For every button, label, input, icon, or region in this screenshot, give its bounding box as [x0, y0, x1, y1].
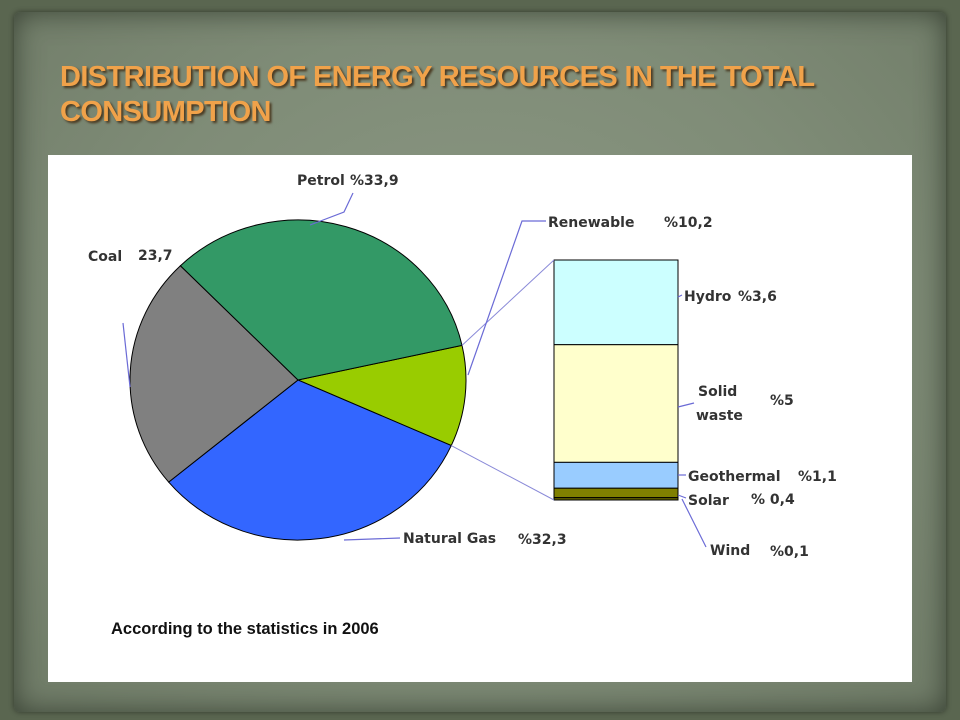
leader-line-solid-waste [677, 402, 695, 408]
label-solid-waste: Solid waste [696, 384, 743, 424]
connector-line-top [461, 259, 555, 346]
bar-segment-geothermal [553, 461, 679, 489]
connector-line-bottom [451, 445, 555, 501]
pie-slice-petrol [179, 219, 463, 381]
value-label-wind: %0,1 [770, 544, 809, 560]
pie-slice-coal [129, 265, 299, 483]
value-label-solar: % 0,4 [751, 492, 795, 508]
leader-line-renewable [467, 220, 546, 376]
value-label-coal: 23,7 [138, 248, 173, 264]
label-solar: Solar [688, 493, 729, 509]
bar-segment-solid-waste [553, 344, 679, 463]
pie-slice-natural-gas [167, 379, 452, 541]
leader-line-hydro [677, 294, 683, 298]
value-label-hydro: %3,6 [738, 289, 777, 305]
leader-line-coal [122, 322, 131, 388]
energy-chart: Petrol %33,9 Renewable %10,2 Natural Gas %32,… [88, 173, 837, 560]
pie-slice-renewable [296, 344, 467, 447]
leader-line-solar [677, 494, 687, 499]
label-hydro: Hydro [684, 289, 732, 305]
slide-title: DISTRIBUTION OF ENERGY RESOURCES IN THE … [60, 61, 815, 128]
leader-line-petrol [309, 192, 354, 226]
label-coal: Coal [88, 249, 122, 265]
bar-segment-solar [553, 487, 679, 499]
leader-line-natural-gas [343, 537, 401, 541]
value-label-solid-waste: %5 [770, 393, 794, 409]
value-label-natural-gas: %32,3 [518, 532, 567, 548]
bar-segment-wind [553, 497, 679, 501]
bar-segment-hydro [553, 259, 679, 346]
value-label-geothermal: %1,1 [798, 469, 837, 485]
value-label-renewable: %10,2 [664, 215, 713, 231]
label-natural-gas: Natural Gas [403, 531, 496, 547]
label-geothermal: Geothermal [688, 469, 781, 485]
value-label-petrol: %33,9 [350, 173, 399, 189]
label-renewable: Renewable [548, 215, 634, 231]
chart-panel: Petrol %33,9 Renewable %10,2 Natural Gas %32,… [48, 155, 912, 682]
label-wind: Wind [710, 543, 750, 559]
chart-caption: According to the statistics in 2006 [111, 620, 379, 638]
leader-line-wind [681, 498, 707, 548]
label-petrol: Petrol [297, 173, 345, 189]
